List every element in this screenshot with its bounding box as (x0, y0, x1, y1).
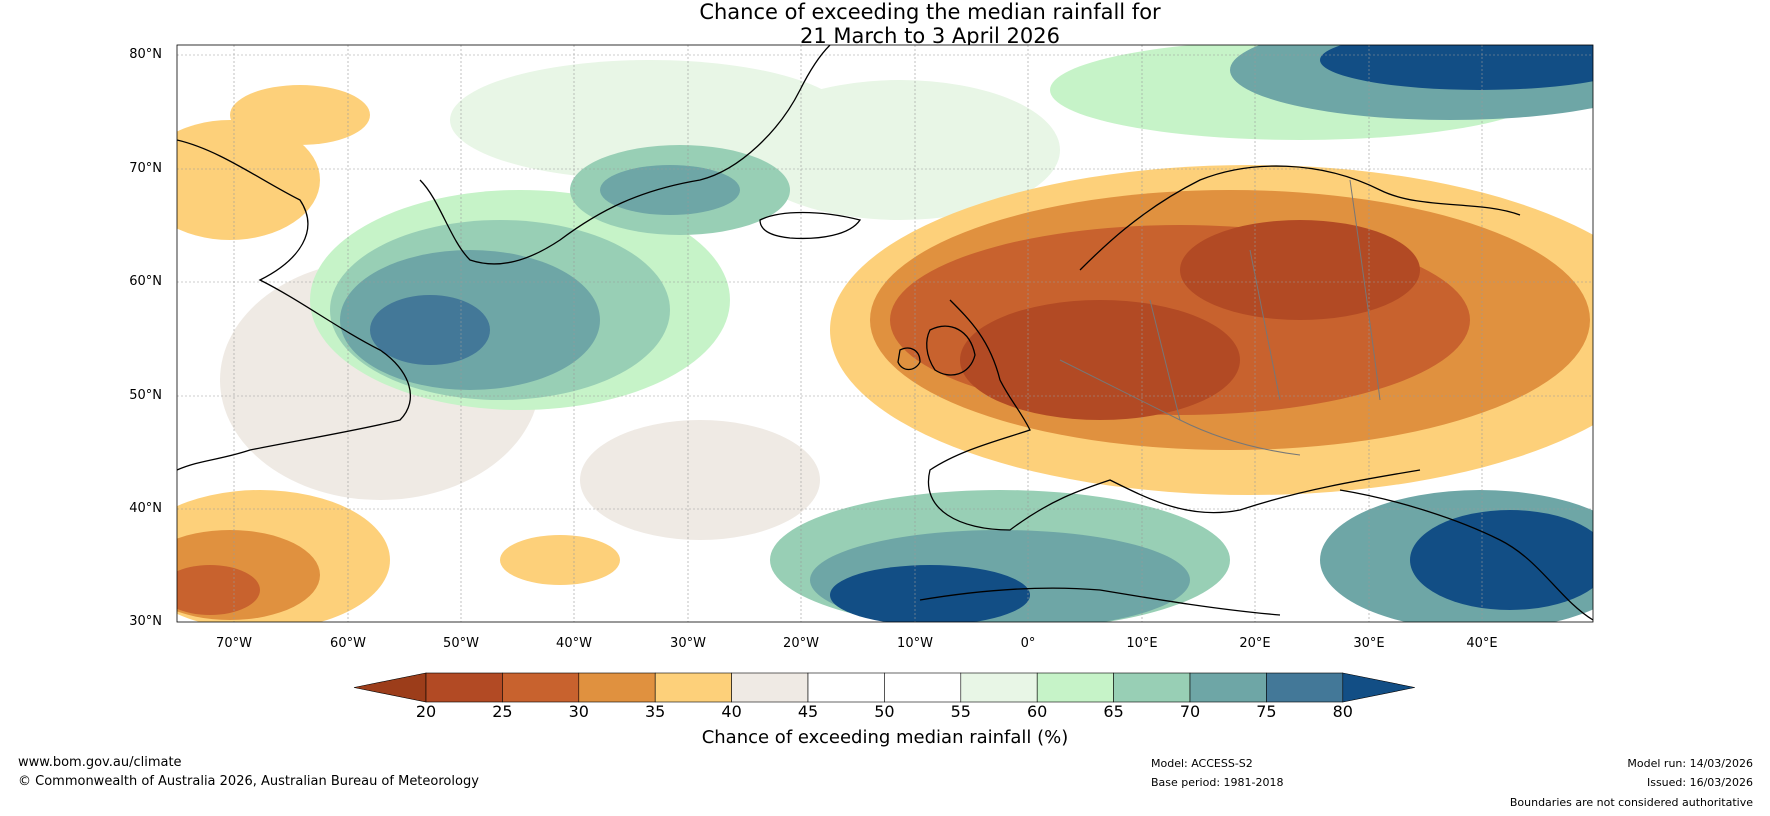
map-frame (176, 44, 1594, 623)
yellow-atlantic (500, 535, 620, 585)
lon-label-70w: 70°W (216, 636, 252, 651)
lat-label-60n: 60°N (129, 274, 162, 289)
yellow-canada (177, 120, 320, 240)
dark-blue-east-med (1410, 510, 1593, 610)
lon-label-40e: 40°E (1466, 636, 1498, 651)
colorbar-tick-label: 50 (874, 702, 895, 721)
colorbar-tick-label: 75 (1256, 702, 1277, 721)
colorbar-tick-label: 25 (492, 702, 513, 721)
lon-label-0: 0° (1020, 636, 1036, 651)
colorbar-tick-label: 45 (797, 702, 819, 721)
colorbar-segment (502, 672, 580, 703)
colorbar-tick-label: 30 (568, 702, 589, 721)
eastern-coast (1339, 489, 1593, 621)
title-line-2: 21 March to 3 April 2026 (800, 24, 1060, 48)
lon-label-50w: 50°W (443, 636, 479, 651)
colorbar-segment (731, 672, 809, 703)
colorbar-label: Chance of exceeding median rainfall (%) (701, 727, 1069, 748)
lat-label-50n: 50°N (129, 388, 162, 403)
pale-patch-mid (580, 420, 820, 540)
colorbar-tick-label: 55 (950, 702, 971, 721)
lon-label-20w: 20°W (783, 636, 819, 651)
north-africa-coast (919, 587, 1281, 616)
colorbar-tick-label: 70 (1179, 702, 1201, 721)
colorbar-segment (1189, 672, 1267, 703)
colorbar-segment (1036, 672, 1114, 703)
colorbar-segment (425, 672, 503, 703)
brown-scandinavia (1180, 220, 1420, 320)
colorbar-segment (960, 672, 1038, 703)
title-line-1: Chance of exceeding the median rainfall … (699, 0, 1161, 24)
britain-coast (926, 325, 976, 376)
footer-model-run: Model run: 14/03/2026 (1627, 757, 1753, 770)
colorbar-tick-label: 65 (1103, 702, 1124, 721)
colorbar-tick-label: 60 (1027, 702, 1048, 721)
colorbar-segment (807, 672, 885, 703)
yellow-baffin (230, 85, 370, 145)
lat-label-70n: 70°N (129, 161, 162, 176)
colorbar-segment (1113, 672, 1191, 703)
colorbar-arrow-high (1342, 672, 1415, 703)
lon-label-20e: 20°E (1239, 636, 1271, 651)
pale-green-iceland (740, 80, 1060, 220)
colorbar-tick-label: 40 (721, 702, 742, 721)
coastlines (177, 45, 1593, 621)
dark-blue-arctic (1320, 45, 1593, 90)
footer-website: www.bom.gov.au/climate (18, 755, 182, 770)
colorbar-segment (1266, 672, 1344, 703)
north-america-coast (177, 139, 411, 471)
colorbar-tick-label: 80 (1332, 702, 1353, 721)
colorbar-segment (654, 672, 732, 703)
colorbar-tick-label: 20 (415, 702, 437, 721)
country-borders (1059, 179, 1381, 456)
lon-label-40w: 40°W (556, 636, 592, 651)
dark-blue-iberia (830, 565, 1030, 622)
blue-greenland-east (600, 165, 740, 215)
footer-disclaimer: Boundaries are not considered authoritat… (1509, 796, 1753, 809)
footer-model: Model: ACCESS-S2 (1151, 757, 1253, 770)
lat-label-80n: 80°N (129, 47, 162, 62)
rust-southwest (177, 565, 260, 615)
iceland-coast (759, 211, 862, 240)
dark-blue-labrador (370, 295, 490, 365)
lon-label-30w: 30°W (670, 636, 706, 651)
lon-label-60w: 60°W (330, 636, 366, 651)
greenland-coast (419, 45, 831, 265)
lat-label-40n: 40°N (129, 501, 162, 516)
footer-issued: Issued: 16/03/2026 (1646, 776, 1753, 789)
scandinavia-coast (1079, 165, 1521, 271)
ireland-coast (897, 347, 921, 371)
colorbar-tick-label: 35 (645, 702, 666, 721)
lon-label-10w: 10°W (897, 636, 933, 651)
lat-label-30n: 30°N (129, 614, 162, 629)
map-title: Chance of exceeding the median rainfall … (0, 0, 1770, 48)
brown-europe (960, 300, 1240, 420)
europe-coast (927, 299, 1421, 531)
graticule (177, 45, 1593, 622)
lon-label-30e: 30°E (1353, 636, 1385, 651)
lon-label-10e: 10°E (1126, 636, 1158, 651)
colorbar-arrow-low (353, 672, 427, 703)
colorbar-segment (884, 672, 962, 703)
colorbar-segment (578, 672, 656, 703)
footer-copyright: © Commonwealth of Australia 2026, Austra… (18, 774, 479, 789)
footer-base-period: Base period: 1981-2018 (1151, 776, 1284, 789)
